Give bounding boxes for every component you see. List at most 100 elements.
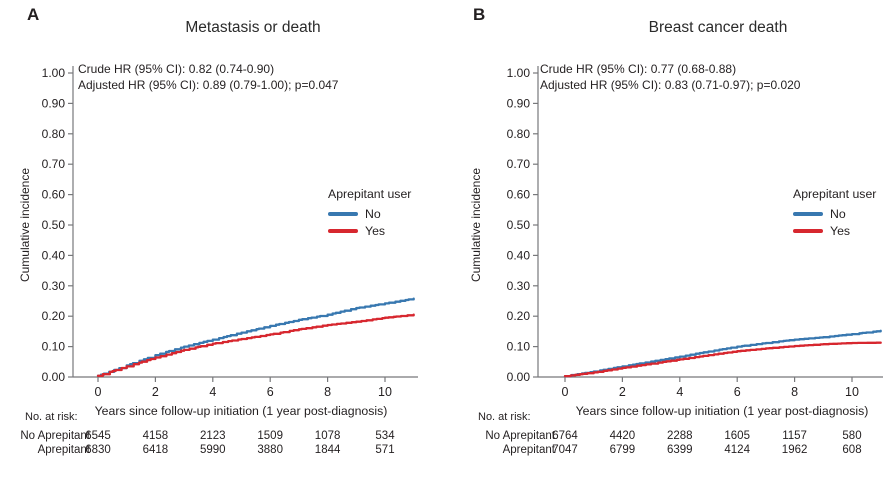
risk-count: 4158 xyxy=(142,430,169,442)
risk-count: 1962 xyxy=(781,444,808,456)
panel-b: 0.00 0.10 0.20 0.30 0.40 0.50 0.60 0.70 0.80 0.90… xyxy=(446,0,891,479)
legend-item-no: No xyxy=(793,206,876,221)
y-tick-label: 0.10 xyxy=(42,340,66,354)
y-tick-label: 0.50 xyxy=(42,218,66,232)
risk-count: 6399 xyxy=(667,444,693,456)
curve-yes xyxy=(96,313,415,377)
x-tick-label: 4 xyxy=(676,385,683,399)
risk-count: 571 xyxy=(375,444,395,456)
y-tick-label: 0.60 xyxy=(507,188,531,202)
risk-count: 580 xyxy=(842,430,862,442)
panel-label-a: A xyxy=(27,5,40,24)
y-tick-label: 0.90 xyxy=(42,96,66,110)
crude-hr-text: Crude HR (95% CI): 0.82 (0.74-0.90) xyxy=(78,62,275,76)
risk-row-label-aprepitant: Aprepitant xyxy=(37,444,90,456)
x-axis-label-a: Years since follow-up initiation (1 year… xyxy=(94,404,388,418)
risk-count: 7047 xyxy=(552,444,578,456)
y-tick-label: 0.00 xyxy=(507,370,531,384)
risk-count: 6764 xyxy=(552,430,578,442)
x-tick-label: 0 xyxy=(562,385,569,399)
y-tick-label: 0.90 xyxy=(507,96,531,110)
risk-count: 6830 xyxy=(85,444,111,456)
risk-count: 2123 xyxy=(200,430,226,442)
legend-b: Aprepitant user No Yes xyxy=(793,187,876,238)
risk-count: 2288 xyxy=(667,430,693,442)
adjusted-hr-text: Adjusted HR (95% CI): 0.83 (0.71-0.97); … xyxy=(540,78,801,92)
legend-title: Aprepitant user xyxy=(793,187,877,201)
panel-title-b: Breast cancer death xyxy=(648,19,788,36)
risk-count: 1605 xyxy=(724,430,750,442)
risk-count: 1078 xyxy=(314,430,341,442)
risk-table-header-a: No. at risk: xyxy=(25,411,78,423)
risk-count: 534 xyxy=(375,430,395,442)
x-tick-label: 0 xyxy=(95,385,102,399)
legend-label-yes: Yes xyxy=(365,223,386,238)
legend-label-no: No xyxy=(365,206,381,221)
x-tick-label: 2 xyxy=(619,385,626,399)
curve-no xyxy=(96,297,415,377)
risk-count: 1509 xyxy=(257,430,283,442)
x-tick-label: 6 xyxy=(267,385,274,399)
x-tick-label: 2 xyxy=(152,385,159,399)
hr-annotation-b: Crude HR (95% CI): 0.77 (0.68-0.88) Adju… xyxy=(540,61,800,93)
y-tick-label: 0.30 xyxy=(42,279,66,293)
y-tick-label: 0.00 xyxy=(42,370,66,384)
hr-annotation-a: Crude HR (95% CI): 0.82 (0.74-0.90) Adju… xyxy=(78,61,338,93)
y-tick-label: 1.00 xyxy=(42,66,66,80)
y-axis-label-b: Cumulative incidence xyxy=(469,167,483,283)
legend-item-yes: Yes xyxy=(328,223,411,238)
legend-label-yes: Yes xyxy=(830,223,851,238)
yes-line-swatch xyxy=(793,228,823,233)
y-tick-label: 0.70 xyxy=(42,157,66,171)
legend-title: Aprepitant user xyxy=(328,187,412,201)
risk-count: 1844 xyxy=(314,444,341,456)
y-tick-label: 1.00 xyxy=(507,66,531,80)
panel-title-a: Metastasis or death xyxy=(185,19,321,36)
x-axis-label-b: Years since follow-up initiation (1 year… xyxy=(575,404,869,418)
crude-hr-text: Crude HR (95% CI): 0.77 (0.68-0.88) xyxy=(540,62,737,76)
curve-no xyxy=(563,329,882,378)
risk-count: 6418 xyxy=(142,444,169,456)
y-tick-label: 0.60 xyxy=(42,188,66,202)
adjusted-hr-text: Adjusted HR (95% CI): 0.89 (0.79-1.00); … xyxy=(78,78,339,92)
no-line-swatch xyxy=(793,211,823,216)
legend-label-no: No xyxy=(830,206,846,221)
risk-count: 1157 xyxy=(782,430,807,442)
legend-a: Aprepitant user No Yes xyxy=(328,187,411,238)
risk-row-label-aprepitant: Aprepitant xyxy=(502,444,555,456)
y-tick-label: 0.70 xyxy=(507,157,531,171)
yes-line-swatch xyxy=(328,228,358,233)
x-tick-label: 8 xyxy=(324,385,331,399)
no-line-swatch xyxy=(328,211,358,216)
y-tick-label: 0.40 xyxy=(42,248,66,262)
risk-count: 3880 xyxy=(257,444,283,456)
risk-count: 608 xyxy=(842,444,862,456)
panel-label-b: B xyxy=(473,5,486,24)
x-tick-label: 10 xyxy=(845,385,859,399)
risk-count: 5990 xyxy=(200,444,226,456)
x-tick-label: 4 xyxy=(209,385,216,399)
x-tick-label: 8 xyxy=(791,385,798,399)
y-tick-label: 0.10 xyxy=(507,340,531,354)
y-tick-label: 0.30 xyxy=(507,279,531,293)
risk-row-label-no-aprepitant: No Aprepitant xyxy=(20,430,90,442)
risk-count: 6799 xyxy=(609,444,636,456)
y-tick-label: 0.80 xyxy=(507,127,531,141)
risk-table-header-b: No. at risk: xyxy=(478,411,531,423)
risk-count: 6545 xyxy=(85,430,111,442)
legend-item-no: No xyxy=(328,206,411,221)
x-tick-label: 6 xyxy=(734,385,741,399)
y-axis-label-a: Cumulative incidence xyxy=(18,167,32,283)
risk-row-label-no-aprepitant: No Aprepitant xyxy=(485,430,555,442)
y-tick-label: 0.50 xyxy=(507,218,531,232)
y-tick-label: 0.20 xyxy=(42,309,66,323)
panel-a: 0.00 0.10 0.20 0.30 0.40 0.50 0.60 0.70 0.80 0.90… xyxy=(0,0,445,479)
risk-count: 4124 xyxy=(724,444,750,456)
risk-count: 4420 xyxy=(609,430,636,442)
legend-item-yes: Yes xyxy=(793,223,876,238)
curve-yes xyxy=(563,341,882,378)
x-tick-label: 10 xyxy=(378,385,392,399)
y-tick-label: 0.20 xyxy=(507,309,531,323)
y-tick-label: 0.80 xyxy=(42,127,66,141)
